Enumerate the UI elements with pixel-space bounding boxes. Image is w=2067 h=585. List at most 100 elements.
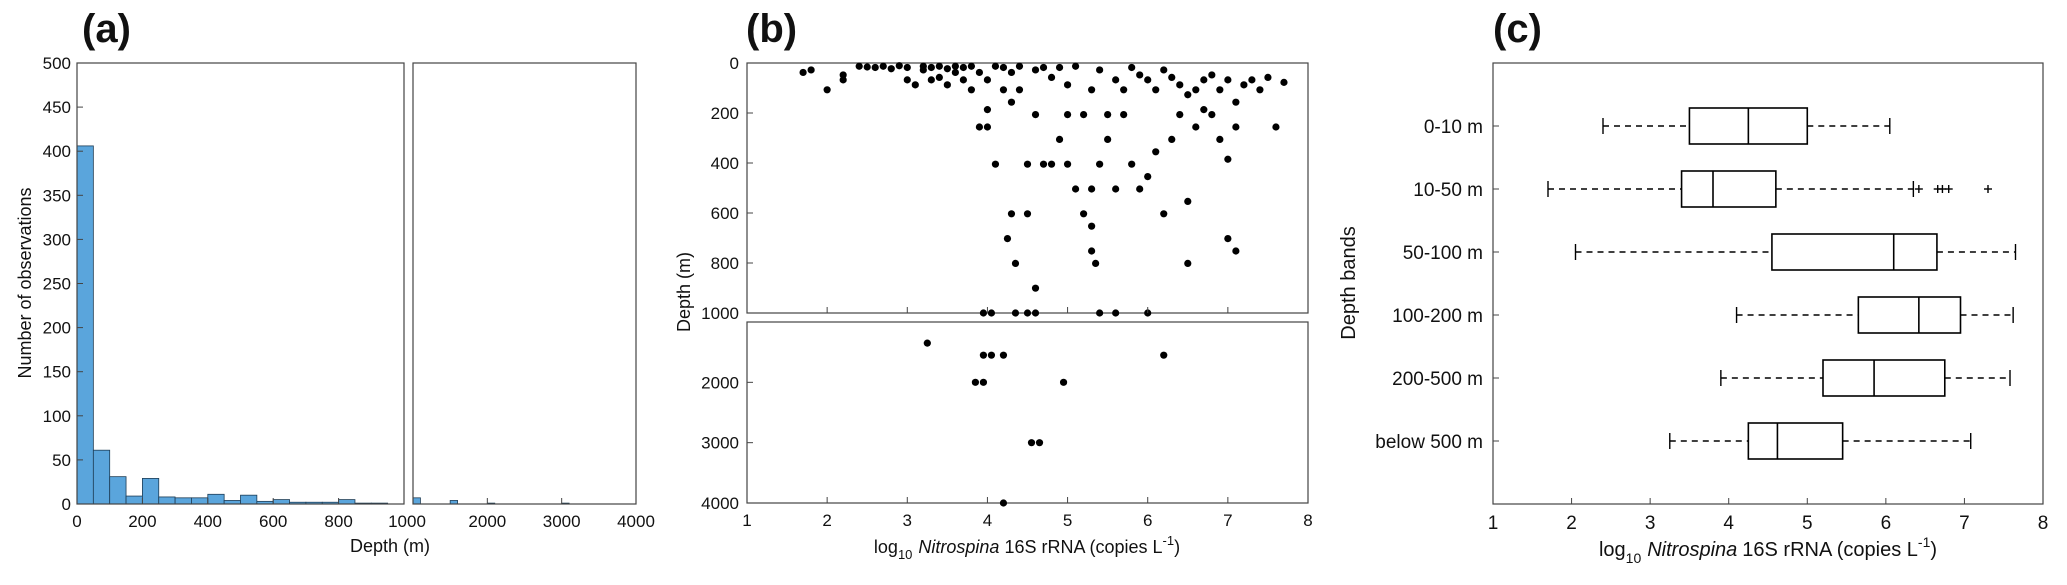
histogram-bar xyxy=(109,476,127,505)
data-point xyxy=(1152,86,1160,94)
x-tick-label: 2000 xyxy=(468,512,506,531)
histogram-bar xyxy=(158,496,176,505)
iqr-box xyxy=(1822,359,1946,397)
panel-b-bottom-frame xyxy=(746,321,1309,504)
data-point xyxy=(1027,439,1036,447)
box-6 xyxy=(1669,422,1972,460)
data-point xyxy=(1256,86,1264,94)
depth-band-label: 100-200 m xyxy=(1392,306,1483,327)
panel-b-ylabel: Depth (m) xyxy=(674,252,694,332)
data-point xyxy=(1232,98,1240,106)
data-point xyxy=(911,81,919,89)
data-point xyxy=(1080,210,1088,218)
panel-b-scatter: 1 2 3 4 5 6 7 8 0 200 400 600 800 1000 2000 3000 4000 lo… xyxy=(674,54,1313,562)
data-point xyxy=(1120,111,1128,119)
data-point xyxy=(1031,284,1040,292)
data-point xyxy=(1120,86,1128,94)
data-point xyxy=(1208,71,1216,79)
data-point xyxy=(1232,247,1240,255)
data-point xyxy=(967,86,976,94)
panel-c-boxes xyxy=(1547,107,2017,460)
x-tick-label: 4000 xyxy=(617,512,655,531)
data-point xyxy=(943,81,951,89)
data-point xyxy=(1023,160,1032,168)
data-point xyxy=(1128,160,1136,168)
panel-c-boxplot: 0-10 m 10-50 m 50-100 m 100-200 m 200-500 m b… xyxy=(1338,62,2049,566)
data-point xyxy=(999,86,1008,94)
iqr-box xyxy=(1680,170,1777,208)
data-point xyxy=(1015,62,1024,70)
data-point xyxy=(1031,111,1040,119)
data-point xyxy=(927,76,935,84)
panel-a-right-frame xyxy=(412,62,637,505)
y-tick-label: 200 xyxy=(43,319,71,338)
data-point xyxy=(1096,309,1104,317)
data-point xyxy=(959,63,967,72)
histogram-bar xyxy=(125,495,143,505)
data-point xyxy=(1144,173,1152,181)
data-point xyxy=(991,160,1000,168)
x-tick-label: 3000 xyxy=(543,512,581,531)
data-point xyxy=(1128,63,1136,72)
x-tick-label: 7 xyxy=(1223,511,1232,530)
data-point xyxy=(1063,111,1072,119)
data-point xyxy=(999,351,1008,359)
data-point xyxy=(923,339,931,347)
panel-b-xlabel-italic: Nitrospina xyxy=(918,537,999,557)
data-point xyxy=(959,76,967,84)
box-5 xyxy=(1720,359,2011,397)
depth-band-label: 50-100 m xyxy=(1403,243,1483,264)
data-point xyxy=(1160,210,1168,218)
histogram-bar xyxy=(240,494,258,505)
data-point xyxy=(951,68,959,77)
box-4 xyxy=(1735,296,2014,334)
data-point xyxy=(1007,98,1016,106)
panel-c-xlabel-sub: 10 xyxy=(1626,550,1642,566)
y-tick-label: 250 xyxy=(43,275,71,294)
data-point xyxy=(799,68,807,77)
data-point xyxy=(1176,111,1184,119)
depth-band-label: below 500 m xyxy=(1375,432,1483,453)
data-point xyxy=(1031,309,1040,317)
y-tick-label: 100 xyxy=(43,407,71,426)
data-point xyxy=(1031,66,1040,74)
panel-c-xlabel-end: ) xyxy=(1930,539,1937,561)
y-tick-label: 300 xyxy=(43,230,71,249)
data-point xyxy=(1039,160,1048,168)
data-point xyxy=(1208,111,1216,119)
data-point xyxy=(1112,185,1120,193)
panel-b-top-frame xyxy=(746,62,1309,314)
data-point xyxy=(1272,123,1280,131)
data-point xyxy=(839,76,847,84)
data-point xyxy=(987,351,996,359)
x-tick-label: 400 xyxy=(194,512,222,531)
data-point xyxy=(983,76,992,84)
y-tick-label: 500 xyxy=(43,54,71,73)
data-point xyxy=(1200,106,1208,114)
data-point xyxy=(1192,123,1200,131)
panel-b-xlabel-rest: 16S rRNA (copies L xyxy=(1004,537,1162,557)
data-point xyxy=(1184,91,1192,99)
data-point xyxy=(879,62,887,70)
data-point xyxy=(871,63,879,72)
data-point xyxy=(1063,160,1072,168)
x-tick-label: 1 xyxy=(742,511,751,530)
data-point xyxy=(975,123,984,131)
data-point xyxy=(1023,210,1032,218)
x-tick-label: 8 xyxy=(2038,513,2049,534)
data-point xyxy=(1112,309,1120,317)
x-tick-label: 5 xyxy=(1063,511,1072,530)
data-point xyxy=(979,351,988,359)
data-point xyxy=(1023,309,1032,317)
histogram-bar xyxy=(338,499,356,505)
data-point xyxy=(1047,73,1056,81)
panel-c-ylabel: Depth bands xyxy=(1338,226,1360,339)
x-tick-label: 0 xyxy=(72,512,81,531)
histogram-bar xyxy=(92,449,111,505)
data-point xyxy=(1136,71,1144,79)
data-point xyxy=(1168,135,1176,143)
data-point xyxy=(975,68,984,77)
data-point xyxy=(1011,259,1020,267)
data-point xyxy=(943,65,951,73)
data-point xyxy=(1112,76,1120,84)
